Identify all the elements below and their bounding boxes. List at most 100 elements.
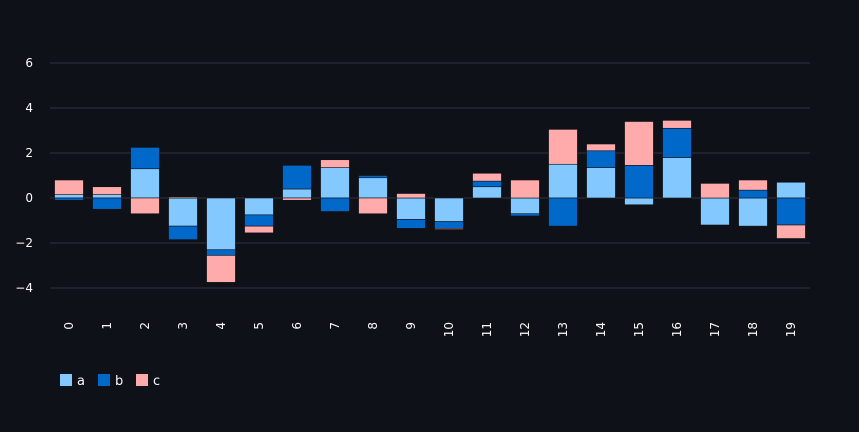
- bar-a-10: [434, 197, 464, 222]
- legend-item-a[interactable]: a: [60, 374, 85, 389]
- bar-c-3: [168, 196, 198, 199]
- bar-a-2: [130, 168, 160, 199]
- bar-b-9: [396, 219, 426, 229]
- x-tick-label: 17: [708, 322, 722, 337]
- x-tick-label: 13: [556, 322, 570, 337]
- y-tick-label: −4: [15, 281, 33, 295]
- bar-c-8: [358, 197, 388, 215]
- y-tick-label: 6: [25, 56, 33, 70]
- y-axis: −4 −2 0 2 4 6: [15, 56, 33, 295]
- legend-item-c[interactable]: c: [136, 374, 160, 389]
- bar-c-1: [92, 186, 122, 195]
- legend-label: a: [77, 374, 85, 389]
- legend-swatch: [60, 374, 72, 386]
- bar-b-4: [206, 249, 236, 256]
- legend-label: c: [153, 374, 160, 389]
- x-tick-label: 14: [594, 322, 608, 337]
- x-tick-label: 7: [328, 322, 342, 330]
- x-tick-label: 5: [252, 322, 266, 330]
- x-tick-label: 3: [176, 322, 190, 330]
- bar-c-6: [282, 197, 312, 201]
- x-tick-label: 15: [632, 322, 646, 337]
- bar-c-15: [624, 121, 654, 166]
- bar-a-5: [244, 197, 274, 216]
- bar-c-5: [244, 225, 274, 234]
- legend-swatch: [98, 374, 110, 386]
- bar-a-1: [92, 194, 122, 199]
- bar-a-17: [700, 197, 730, 226]
- y-tick-label: 4: [25, 101, 33, 115]
- bar-b-0: [54, 197, 84, 201]
- x-axis: 0 1 2 3 4 5 6 7 8 9 10 11 12 13 14 15 16 17 18 19: [62, 322, 798, 337]
- x-tick-label: 1: [100, 322, 114, 330]
- bar-b-1: [92, 197, 122, 210]
- bar-b-7: [320, 197, 350, 212]
- y-tick-label: 2: [25, 146, 33, 160]
- bars: [54, 120, 806, 283]
- x-tick-label: 2: [138, 322, 152, 330]
- bar-c-13: [548, 129, 578, 165]
- bar-a-13: [548, 163, 578, 199]
- legend: a b c: [60, 374, 160, 389]
- bar-a-9: [396, 197, 426, 220]
- bar-a-12: [510, 197, 540, 215]
- bar-c-0: [54, 179, 84, 195]
- bar-b-6: [282, 165, 312, 190]
- bar-a-4: [206, 197, 236, 251]
- bar-a-6: [282, 188, 312, 199]
- x-tick-label: 8: [366, 322, 380, 330]
- bar-b-8: [358, 175, 388, 179]
- bar-a-8: [358, 177, 388, 199]
- bar-a-7: [320, 167, 350, 199]
- x-tick-label: 9: [404, 322, 418, 330]
- y-tick-label: 0: [25, 191, 33, 205]
- legend-swatch: [136, 374, 148, 386]
- legend-label: b: [115, 374, 123, 389]
- bar-b-14: [586, 150, 616, 168]
- bar-a-18: [738, 197, 768, 227]
- bar-c-7: [320, 159, 350, 168]
- x-tick-label: 4: [214, 322, 228, 330]
- bar-c-17: [700, 183, 730, 199]
- legend-item-b[interactable]: b: [98, 374, 123, 389]
- bar-b-19: [776, 197, 806, 226]
- bar-a-3: [168, 197, 198, 227]
- bar-b-16: [662, 127, 692, 158]
- bar-c-11: [472, 172, 502, 182]
- x-tick-label: 10: [442, 322, 456, 337]
- bar-c-12: [510, 179, 540, 199]
- bar-a-19: [776, 181, 806, 199]
- bar-b-12: [510, 213, 540, 217]
- bar-b-3: [168, 225, 198, 240]
- bar-b-13: [548, 197, 578, 227]
- bar-c-9: [396, 193, 426, 199]
- bar-b-18: [738, 189, 768, 199]
- bar-a-15: [624, 197, 654, 206]
- bar-c-19: [776, 224, 806, 239]
- x-tick-label: 16: [670, 322, 684, 337]
- bar-c-2: [130, 197, 160, 215]
- x-tick-label: 12: [518, 322, 532, 337]
- grid-lines: [50, 62, 810, 289]
- bar-a-16: [662, 157, 692, 199]
- bar-a-14: [586, 167, 616, 199]
- x-tick-label: 18: [746, 322, 760, 337]
- x-tick-label: 19: [784, 322, 798, 337]
- bar-a-0: [54, 194, 84, 199]
- x-tick-label: 6: [290, 322, 304, 330]
- bar-c-10: [434, 228, 464, 230]
- bar-b-15: [624, 165, 654, 199]
- x-tick-label: 11: [480, 322, 494, 337]
- bar-c-14: [586, 143, 616, 152]
- x-tick-label: 0: [62, 322, 76, 330]
- bar-a-11: [472, 186, 502, 199]
- y-tick-label: −2: [15, 236, 33, 250]
- bar-c-4: [206, 255, 236, 283]
- bar-c-16: [662, 120, 692, 129]
- bar-c-18: [738, 179, 768, 191]
- bar-b-5: [244, 214, 274, 227]
- bar-b-11: [472, 180, 502, 188]
- bar-b-2: [130, 147, 160, 170]
